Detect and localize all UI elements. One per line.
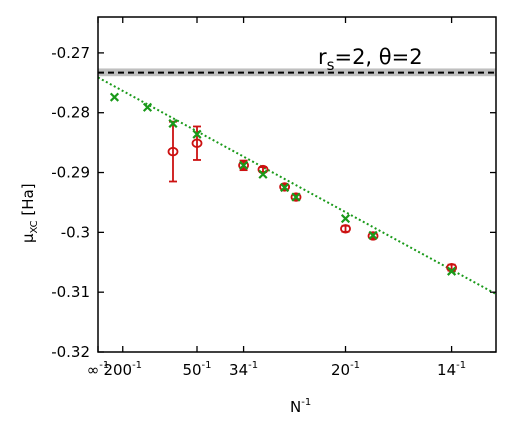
x-axis-label: N-1 <box>290 397 311 416</box>
data-point-x <box>239 160 249 170</box>
chart-annotation: rs=2, θ=2 <box>318 45 423 74</box>
y-tick-label: -0.28 <box>51 104 90 122</box>
plot-frame <box>97 16 497 353</box>
data-point-x <box>192 129 202 139</box>
y-tick-label: -0.3 <box>61 223 90 241</box>
data-point-circle <box>167 146 179 157</box>
data-point-x <box>109 92 120 102</box>
data-point-x <box>340 214 351 224</box>
data-point-x <box>368 230 378 240</box>
x-tick-label: ∞-1 <box>87 360 109 379</box>
plot-area <box>97 68 497 295</box>
y-tick-label: -0.32 <box>51 343 90 361</box>
x-tick-label: 34-1 <box>229 360 258 379</box>
data-point-x <box>447 266 457 276</box>
data-point-x <box>291 192 301 202</box>
x-tick-label: 50-1 <box>182 360 211 379</box>
x-tick-label: 14-1 <box>437 360 466 379</box>
y-tick-label: -0.29 <box>51 164 90 182</box>
y-tick-label: -0.27 <box>51 44 90 62</box>
data-point-circle <box>279 182 291 192</box>
x-tick-label: 200-1 <box>103 360 142 379</box>
data-point-circle <box>238 160 249 171</box>
data-point-circle <box>340 224 351 234</box>
data-point-x <box>168 118 178 129</box>
data-point-circle <box>191 138 203 148</box>
reference-band <box>98 68 496 77</box>
data-point-circle <box>367 231 379 241</box>
y-axis-label: μXC [Ha] <box>19 183 40 243</box>
data-point-x <box>258 169 268 179</box>
fit-line <box>97 76 497 295</box>
data-point-x <box>142 102 153 112</box>
x-tick-label: 20-1 <box>331 360 360 379</box>
y-tick-label: -0.31 <box>51 283 90 301</box>
data-point-x <box>280 182 290 193</box>
data-point-circle <box>290 192 302 202</box>
